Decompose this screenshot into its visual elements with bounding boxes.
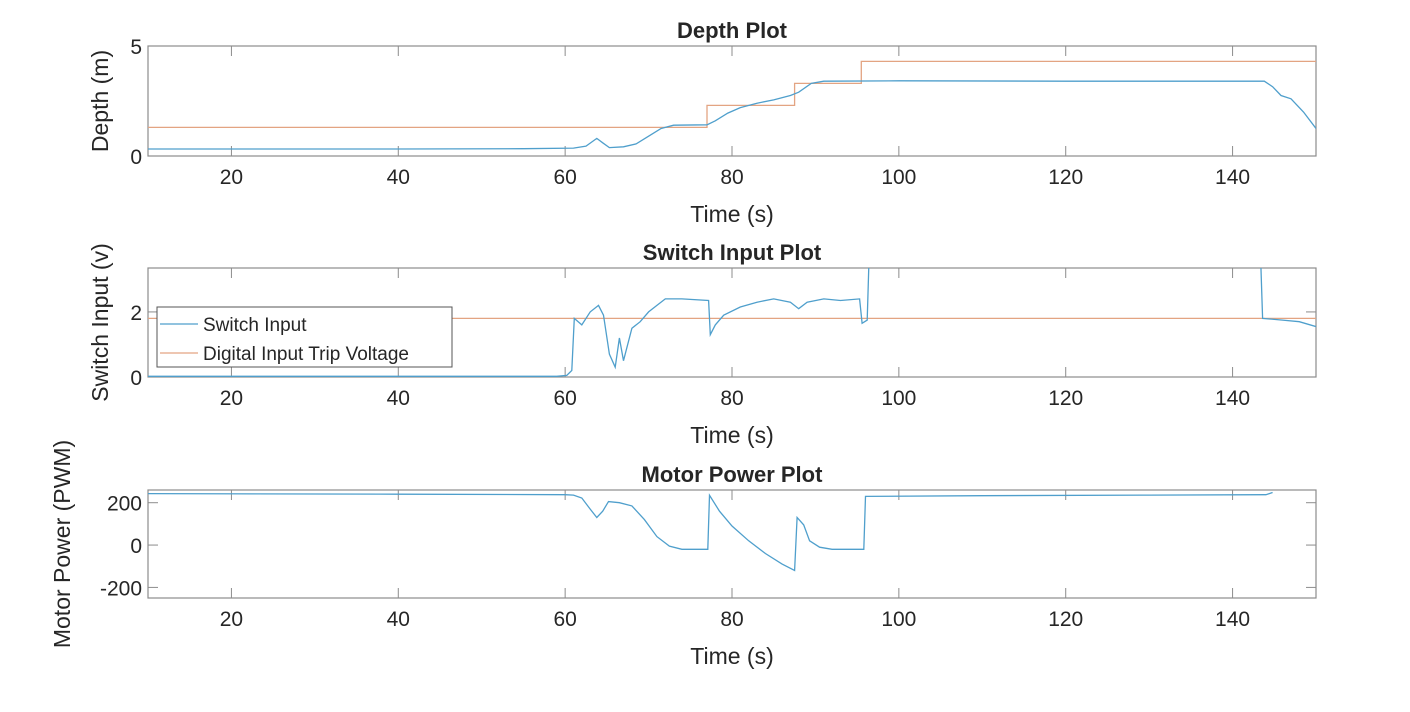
x-tick-label: 120 [1048,387,1083,410]
subplot-1: Depth Plot 20 40 60 80 100 120 140 0 5 Time (s) Dep… [87,18,1317,227]
x-tick-label: 120 [1048,608,1083,631]
y-tick-label: 0 [130,535,142,558]
y-tick-label: 200 [107,493,142,516]
x-tick-label: 20 [220,387,243,410]
y-tick-label: 2 [130,302,142,325]
y-axis-label: Depth (m) [87,50,113,152]
series-line-switch-input [148,268,1316,377]
x-tick-label: 100 [881,608,916,631]
legend-label: Digital Input Trip Voltage [203,344,409,365]
y-tick-label: 0 [130,146,142,169]
x-tick-label: 20 [220,608,243,631]
plot-area [147,489,1317,599]
y-axis-label: Switch Input (v) [87,243,113,402]
x-tick-label: 40 [387,166,410,189]
x-tick-label: 40 [387,608,410,631]
x-tick-label: 140 [1215,387,1250,410]
x-tick-label: 20 [220,166,243,189]
series-line-motor-power [148,491,1273,572]
x-axis-label: Time (s) [690,422,773,448]
chart-title: Motor Power Plot [642,462,824,487]
x-axis-label: Time (s) [690,643,773,669]
y-tick-label: 0 [130,367,142,390]
x-tick-label: 100 [881,387,916,410]
x-tick-label: 80 [720,166,743,189]
chart-title: Depth Plot [677,18,788,43]
x-tick-label: 80 [720,387,743,410]
subplot-2: Switch Input Plot 20 40 60 80 100 120 140 0 2 Time… [87,240,1317,448]
y-axis-label: Motor Power (PWM) [49,440,75,648]
x-tick-label: 80 [720,608,743,631]
x-tick-label: 60 [553,608,576,631]
legend-label: Switch Input [203,315,307,336]
x-tick-label: 140 [1215,166,1250,189]
y-tick-label: -200 [100,577,142,600]
chart-title: Switch Input Plot [643,240,822,265]
x-tick-label: 120 [1048,166,1083,189]
x-tick-label: 60 [553,166,576,189]
x-tick-label: 40 [387,387,410,410]
subplot-3: Motor Power Plot 20 40 60 80 100 120 140 -200 0 20… [49,440,1317,669]
x-tick-label: 100 [881,166,916,189]
plot-area [147,45,1317,157]
x-axis-label: Time (s) [690,201,773,227]
x-tick-label: 60 [553,387,576,410]
series-line-depth [148,80,1316,150]
legend-box [156,306,453,368]
y-tick-label: 5 [130,36,142,59]
x-tick-label: 140 [1215,608,1250,631]
legend: Switch Input Digital Input Trip Voltage [156,306,453,368]
